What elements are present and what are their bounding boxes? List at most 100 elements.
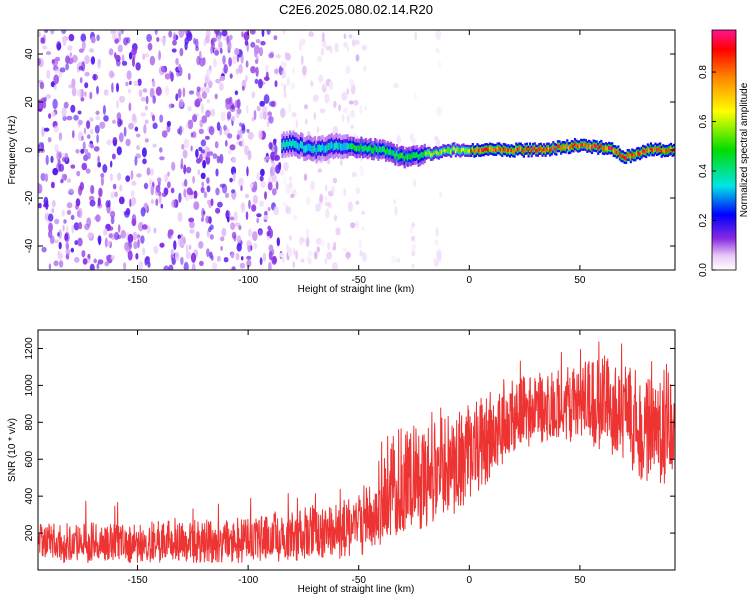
noise-blob	[199, 57, 206, 67]
signal-trace-segment	[343, 142, 346, 150]
noise-blob	[78, 119, 83, 125]
noise-blob	[164, 187, 169, 196]
noise-blob	[251, 185, 257, 193]
noise-blob	[76, 170, 81, 177]
noise-blob	[110, 191, 115, 199]
noise-blob	[149, 168, 154, 176]
noise-blob	[181, 143, 185, 150]
signal-trace-segment	[609, 146, 612, 151]
noise-blob	[411, 243, 417, 253]
noise-blob	[306, 256, 312, 263]
spectrogram-panel: -150 -100 -50 0 50 -40 -20 0 20 40 Height of stra…	[7, 29, 676, 295]
noise-blob	[318, 74, 324, 83]
noise-blob	[241, 31, 244, 38]
noise-blob	[359, 172, 365, 177]
signal-trace-segment	[496, 146, 499, 151]
noise-blob	[261, 30, 265, 37]
noise-blob	[128, 102, 132, 112]
noise-blob	[280, 81, 284, 88]
noise-blob	[218, 41, 223, 50]
signal-trace-segment	[553, 147, 556, 151]
noise-blob	[363, 65, 367, 72]
noise-blob	[119, 95, 125, 103]
noise-blob	[192, 131, 197, 139]
noise-blob	[364, 106, 367, 111]
noise-blob	[186, 31, 193, 42]
signal-trace-segment	[519, 146, 522, 151]
noise-blob	[300, 258, 305, 263]
noise-blob	[292, 261, 296, 268]
noise-blob	[210, 255, 214, 261]
noise-blob	[140, 96, 147, 102]
noise-blob	[146, 167, 151, 176]
noise-blob	[215, 187, 220, 196]
signal-trace-segment	[578, 144, 581, 148]
noise-blob	[123, 126, 127, 137]
signal-trace-segment	[629, 155, 632, 159]
noise-blob	[210, 108, 216, 117]
signal-trace-segment	[467, 149, 470, 153]
noise-blob	[43, 127, 50, 132]
noise-blob	[77, 110, 82, 115]
noise-blob	[259, 200, 264, 207]
noise-blob	[333, 100, 337, 108]
noise-blob	[40, 142, 45, 152]
noise-blob	[341, 91, 348, 101]
noise-blob	[282, 30, 286, 35]
noise-blob	[133, 241, 138, 250]
noise-blob	[158, 50, 162, 61]
signal-trace-segment	[570, 144, 573, 148]
noise-blob	[179, 47, 184, 57]
noise-blob	[342, 248, 348, 253]
noise-blob	[306, 228, 309, 239]
noise-blob	[266, 230, 271, 237]
signal-trace-segment	[651, 148, 654, 153]
noise-blob	[44, 30, 49, 34]
noise-blob	[436, 106, 443, 116]
noise-blob	[180, 256, 184, 266]
signal-trace-segment	[400, 152, 403, 159]
noise-blob	[283, 176, 287, 186]
noise-blob	[66, 115, 73, 121]
noise-blob	[209, 234, 214, 240]
signal-trace-segment	[640, 150, 643, 155]
noise-blob	[145, 256, 151, 264]
noise-blob	[345, 251, 352, 259]
signal-trace-segment	[569, 146, 572, 150]
noise-blob	[78, 221, 83, 230]
noise-blob	[177, 88, 182, 99]
signal-trace-segment	[457, 148, 460, 153]
signal-trace-segment	[556, 144, 560, 148]
noise-blob	[268, 261, 272, 270]
noise-blob	[170, 248, 175, 256]
noise-blob	[51, 111, 56, 117]
noise-blob	[136, 133, 141, 138]
noise-blob	[256, 105, 261, 112]
noise-blob	[271, 173, 277, 183]
noise-blob	[131, 180, 137, 186]
noise-blob	[232, 172, 236, 182]
noise-blob	[175, 57, 179, 66]
noise-blob	[81, 250, 86, 258]
noise-blob	[246, 104, 249, 114]
noise-blob	[52, 98, 58, 110]
signal-trace-segment	[335, 141, 338, 149]
noise-blob	[228, 57, 233, 67]
noise-blob	[252, 194, 258, 205]
noise-blob	[51, 208, 55, 214]
noise-blob	[149, 178, 152, 188]
noise-blob	[97, 161, 102, 168]
noise-blob	[81, 162, 88, 171]
noise-blob	[134, 126, 139, 132]
noise-blob	[350, 222, 356, 229]
signal-trace-segment	[648, 148, 651, 153]
noise-blob	[86, 120, 91, 129]
noise-blob	[231, 266, 236, 270]
noise-blob	[249, 183, 254, 188]
signal-trace-segment	[290, 141, 293, 149]
noise-blob	[135, 252, 139, 260]
noise-blob	[319, 193, 324, 203]
noise-blob	[95, 110, 100, 116]
noise-blob	[118, 196, 125, 205]
